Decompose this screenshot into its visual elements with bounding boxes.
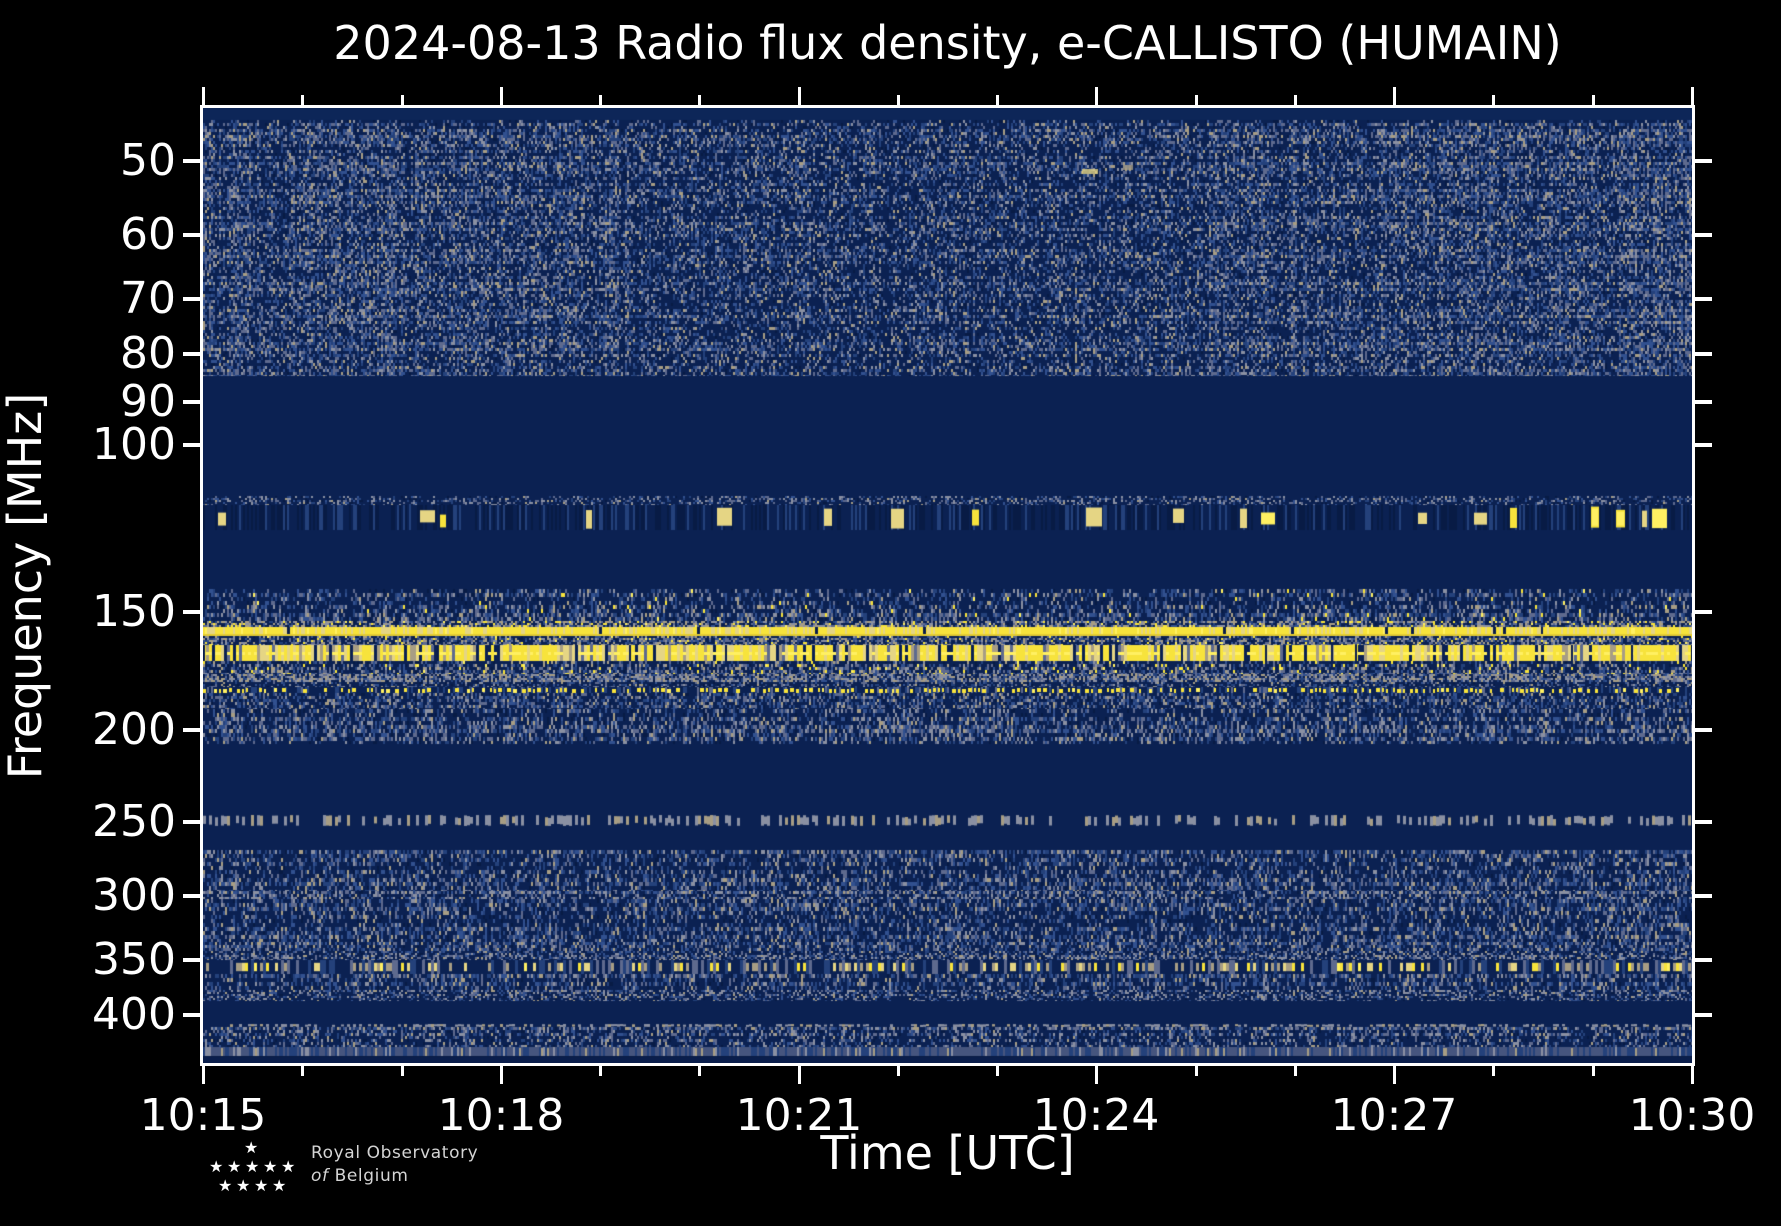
spectrogram-canvas (203, 108, 1692, 1063)
x-minor-tick (996, 1066, 999, 1076)
y-major-tick (183, 297, 203, 301)
y-major-tick (1692, 400, 1712, 404)
x-minor-tick (1294, 95, 1297, 105)
y-major-tick (1692, 233, 1712, 237)
x-tick-label: 10:30 (1628, 1090, 1756, 1141)
x-tick-label: 10:24 (1032, 1090, 1160, 1141)
logo-belgium: Belgium (334, 1166, 409, 1186)
logo-text: Royal Observatory of Belgium (311, 1142, 478, 1188)
y-major-tick (183, 958, 203, 962)
x-minor-tick (698, 95, 701, 105)
x-minor-tick (897, 95, 900, 105)
y-major-tick (1692, 610, 1712, 614)
y-major-tick (183, 352, 203, 356)
x-major-tick (1095, 87, 1098, 105)
x-minor-tick (1195, 95, 1198, 105)
x-minor-tick (301, 95, 304, 105)
x-minor-tick (1492, 1066, 1495, 1076)
y-tick-label: 350 (92, 934, 176, 985)
y-tick-label: 70 (120, 273, 176, 324)
star-icon: ★ (245, 1157, 260, 1176)
x-minor-tick (301, 1066, 304, 1076)
star-icon: ★ (227, 1157, 242, 1176)
star-icon: ★ (244, 1138, 259, 1157)
logo-line2: of Belgium (311, 1165, 478, 1188)
y-major-tick (183, 610, 203, 614)
y-tick-label: 150 (92, 586, 176, 637)
y-major-tick (183, 1013, 203, 1017)
x-minor-tick (401, 95, 404, 105)
x-tick-label: 10:21 (735, 1090, 863, 1141)
x-minor-tick (401, 1066, 404, 1076)
y-major-tick (183, 894, 203, 898)
y-major-tick (1692, 443, 1712, 447)
x-minor-tick (897, 1066, 900, 1076)
x-axis-label: Time [UTC] (820, 1126, 1075, 1180)
x-minor-tick (599, 1066, 602, 1076)
y-major-tick (1692, 352, 1712, 356)
y-axis-label: Frequency [MHz] (0, 392, 52, 780)
y-major-tick (183, 400, 203, 404)
y-major-tick (1692, 297, 1712, 301)
y-tick-label: 60 (120, 209, 176, 260)
x-minor-tick (599, 95, 602, 105)
y-major-tick (1692, 820, 1712, 824)
x-minor-tick (1492, 95, 1495, 105)
x-major-tick (1393, 87, 1396, 105)
x-minor-tick (1592, 1066, 1595, 1076)
x-major-tick (500, 87, 503, 105)
y-major-tick (1692, 958, 1712, 962)
y-major-tick (1692, 894, 1712, 898)
logo-of: of (311, 1166, 329, 1186)
star-icon: ★ (209, 1157, 224, 1176)
y-major-tick (183, 728, 203, 732)
x-minor-tick (1592, 95, 1595, 105)
rob-logo: ★ ★ ★ ★ ★ ★ ★ ★ ★ ★ Royal Observatory of… (193, 1138, 553, 1202)
logo-line1: Royal Observatory (311, 1143, 479, 1163)
x-major-tick (500, 1066, 503, 1084)
x-major-tick (1393, 1066, 1396, 1084)
x-major-tick (202, 87, 205, 105)
x-major-tick (1095, 1066, 1098, 1084)
y-tick-label: 90 (120, 376, 176, 427)
x-major-tick (1691, 87, 1694, 105)
star-icon: ★ (263, 1157, 278, 1176)
y-tick-label: 50 (120, 135, 176, 186)
x-minor-tick (698, 1066, 701, 1076)
y-major-tick (183, 820, 203, 824)
y-major-tick (183, 159, 203, 163)
y-major-tick (1692, 159, 1712, 163)
y-major-tick (183, 443, 203, 447)
x-major-tick (798, 1066, 801, 1084)
x-major-tick (798, 87, 801, 105)
x-tick-label: 10:27 (1330, 1090, 1458, 1141)
chart-title: 2024-08-13 Radio flux density, e-CALLIST… (333, 16, 1562, 70)
x-major-tick (1691, 1066, 1694, 1084)
x-major-tick (202, 1066, 205, 1084)
x-minor-tick (1195, 1066, 1198, 1076)
y-tick-label: 80 (120, 328, 176, 379)
x-tick-label: 10:15 (139, 1090, 267, 1141)
star-icon: ★ (236, 1176, 251, 1195)
y-major-tick (183, 233, 203, 237)
star-icon: ★ (218, 1176, 233, 1195)
y-tick-label: 300 (92, 870, 176, 921)
star-icon: ★ (281, 1157, 296, 1176)
y-major-tick (1692, 1013, 1712, 1017)
y-tick-label: 400 (92, 989, 176, 1040)
y-tick-label: 100 (92, 419, 176, 470)
y-major-tick (1692, 728, 1712, 732)
x-minor-tick (996, 95, 999, 105)
x-tick-label: 10:18 (437, 1090, 565, 1141)
x-minor-tick (1294, 1066, 1297, 1076)
plot-frame (200, 105, 1695, 1066)
y-tick-label: 200 (92, 704, 176, 755)
star-icon: ★ (272, 1176, 287, 1195)
y-tick-label: 250 (92, 796, 176, 847)
star-icon: ★ (254, 1176, 269, 1195)
